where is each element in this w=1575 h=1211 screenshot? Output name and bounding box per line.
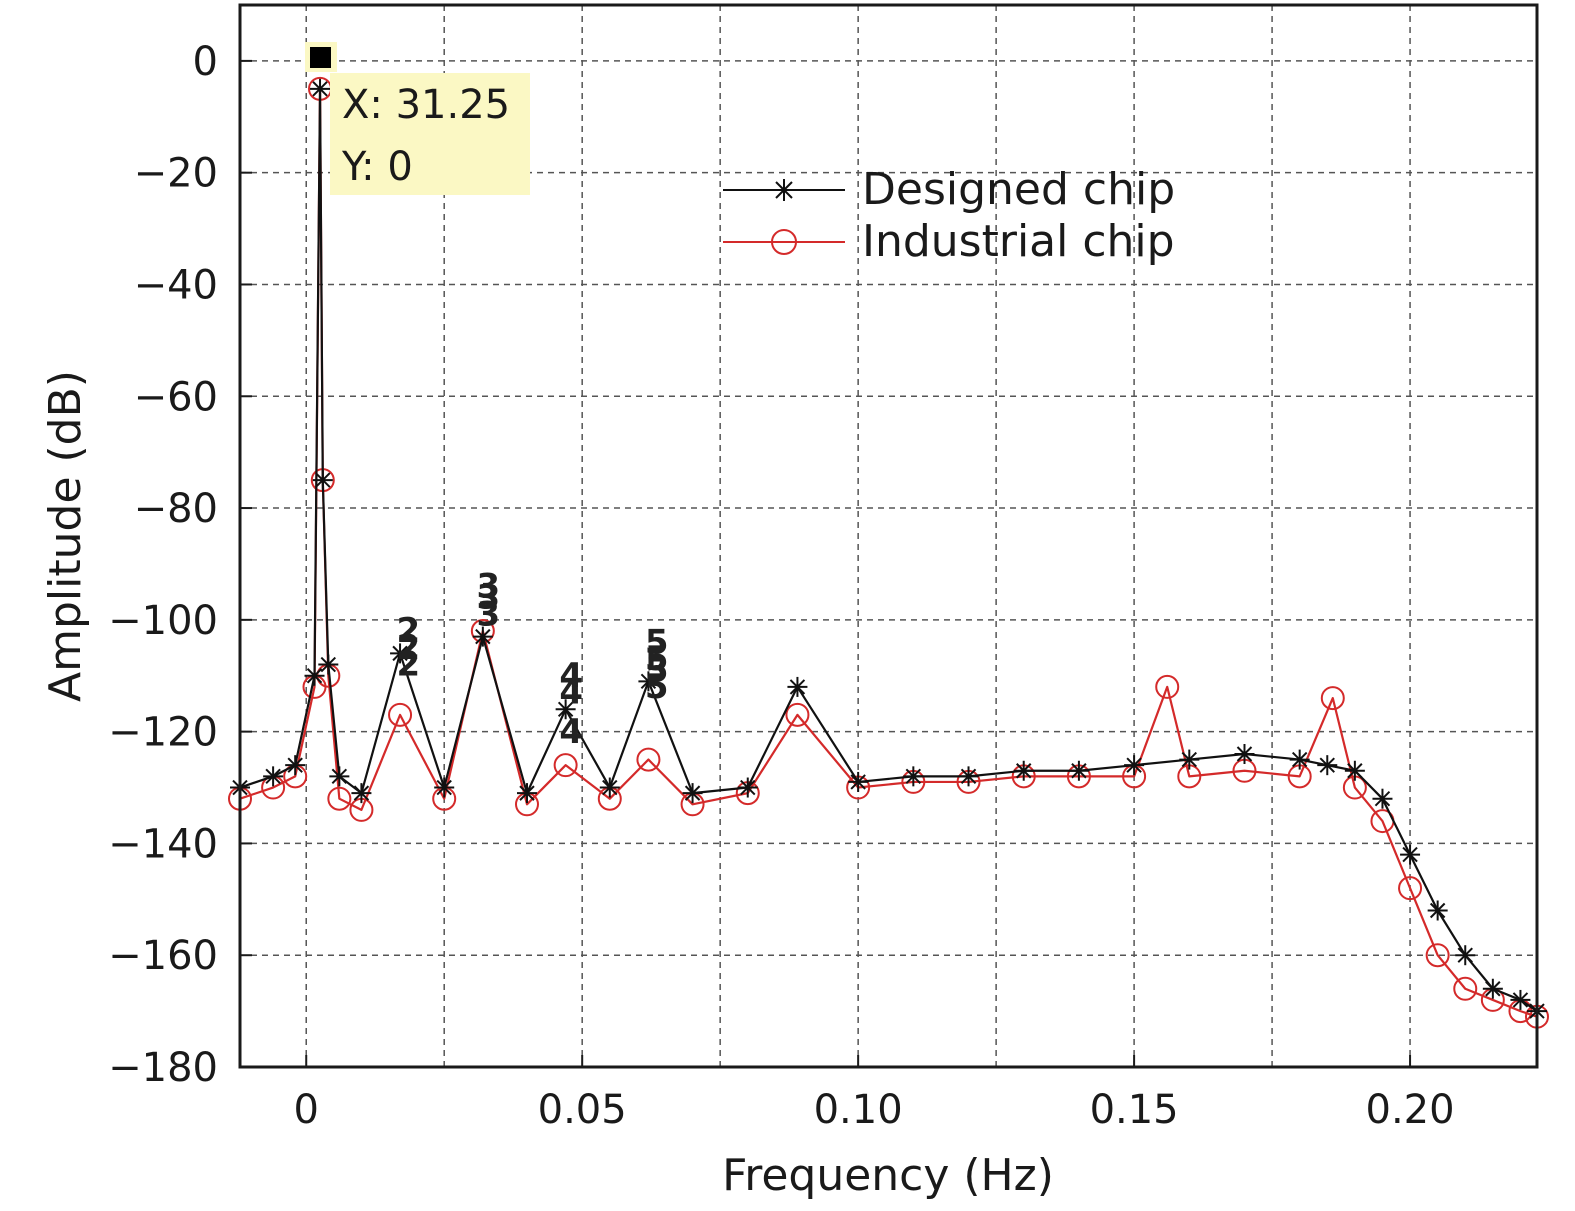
- data-point: [1124, 755, 1145, 776]
- y-axis-label: Amplitude (dB): [40, 370, 91, 702]
- series-designed-chip: [230, 78, 1547, 1022]
- x-axis-label: Frequency (Hz): [722, 1150, 1054, 1201]
- harmonic-label: 3: [477, 578, 501, 618]
- x-axis-ticks: 0 0.05 0.10 0.15 0.20: [294, 1055, 1455, 1133]
- data-point: [516, 783, 537, 804]
- data-point: [388, 702, 413, 727]
- data-point: [903, 766, 924, 787]
- data-point: [1289, 749, 1310, 770]
- data-point: [1013, 760, 1034, 781]
- legend-label-designed: Designed chip: [862, 164, 1175, 215]
- data-point: [599, 777, 620, 798]
- x-tick-label: 0.10: [814, 1087, 903, 1133]
- data-point: [310, 78, 331, 99]
- legend-marker-designed: [773, 179, 795, 201]
- data-point: [1344, 760, 1365, 781]
- data-point: [327, 786, 352, 811]
- y-tick-label: −20: [134, 151, 218, 197]
- y-tick-label: 0: [193, 39, 218, 85]
- plot-frame: [238, 3, 1539, 1069]
- data-point: [787, 676, 808, 697]
- data-point: [318, 654, 339, 675]
- data-point: [1155, 674, 1180, 699]
- y-tick-label: −160: [108, 933, 218, 979]
- data-point: [1455, 945, 1476, 966]
- series-line: [239, 87, 1538, 1018]
- y-tick-label: −80: [134, 486, 218, 532]
- data-tip-point-marker: [310, 47, 331, 68]
- data-point: [304, 665, 325, 686]
- data-point: [329, 766, 350, 787]
- y-axis-ticks: 0 −20 −40 −60 −80 −100 −120 −140 −160 −180: [108, 39, 252, 1091]
- data-point: [1317, 755, 1338, 776]
- data-point: [285, 755, 306, 776]
- data-point: [390, 643, 411, 664]
- data-point: [1453, 976, 1478, 1001]
- x-tick-label: 0.15: [1090, 1087, 1179, 1133]
- data-point: [1482, 978, 1503, 999]
- data-point: [1320, 686, 1345, 711]
- data-point: [785, 702, 810, 727]
- data-point: [312, 470, 333, 491]
- x-tick-label: 0.05: [538, 1087, 627, 1133]
- data-point: [1425, 943, 1450, 968]
- data-point: [1400, 844, 1421, 865]
- data-point: [1179, 749, 1200, 770]
- harmonic-label: 3: [477, 594, 501, 634]
- y-tick-label: −40: [134, 262, 218, 308]
- harmonic-label: 4: [559, 712, 583, 752]
- data-point: [848, 771, 869, 792]
- harmonic-label: 5: [645, 639, 669, 679]
- data-point: [1068, 760, 1089, 781]
- harmonic-label: 2: [396, 628, 420, 668]
- harmonic-label: 5: [645, 667, 669, 707]
- x-tick-label: 0.20: [1366, 1087, 1455, 1133]
- harmonic-label: 2: [396, 611, 420, 651]
- legend-label-industrial: Industrial chip: [862, 216, 1175, 267]
- data-point: [434, 777, 455, 798]
- data-point: [636, 747, 661, 772]
- harmonic-label: 5: [645, 622, 669, 662]
- harmonic-label: 5: [645, 650, 669, 690]
- y-tick-label: −140: [108, 821, 218, 867]
- data-point: [555, 699, 576, 720]
- data-tip: X: 31.25 Y: 0: [305, 42, 530, 195]
- legend-marker-industrial: [771, 229, 797, 255]
- data-tip-y-text: Y: 0: [341, 144, 413, 190]
- series-layer: [228, 76, 1549, 1029]
- data-point: [682, 783, 703, 804]
- data-point: [638, 671, 659, 692]
- harmonic-label: 3: [477, 566, 501, 606]
- data-point: [1234, 743, 1255, 764]
- data-point: [553, 753, 578, 778]
- data-point: [1398, 876, 1423, 901]
- y-tick-label: −100: [108, 598, 218, 644]
- data-point: [958, 766, 979, 787]
- harmonic-label: 2: [396, 645, 420, 685]
- data-tip-box: [330, 73, 530, 195]
- x-tick-label: 0: [294, 1087, 319, 1133]
- data-point: [1510, 989, 1531, 1010]
- data-tip-x-text: X: 31.25: [342, 82, 510, 128]
- data-point: [263, 766, 284, 787]
- data-point: [1372, 788, 1393, 809]
- harmonic-label: 4: [559, 673, 583, 713]
- data-point: [351, 783, 372, 804]
- grid-lines: [240, 5, 1537, 1067]
- y-tick-label: −180: [108, 1045, 218, 1091]
- y-tick-label: −120: [108, 710, 218, 756]
- y-tick-label: −60: [134, 374, 218, 420]
- data-point: [737, 777, 758, 798]
- legend: Designed chip Industrial chip: [723, 164, 1175, 267]
- data-point: [472, 626, 493, 647]
- harmonic-label: 4: [559, 656, 583, 696]
- data-point: [1427, 900, 1448, 921]
